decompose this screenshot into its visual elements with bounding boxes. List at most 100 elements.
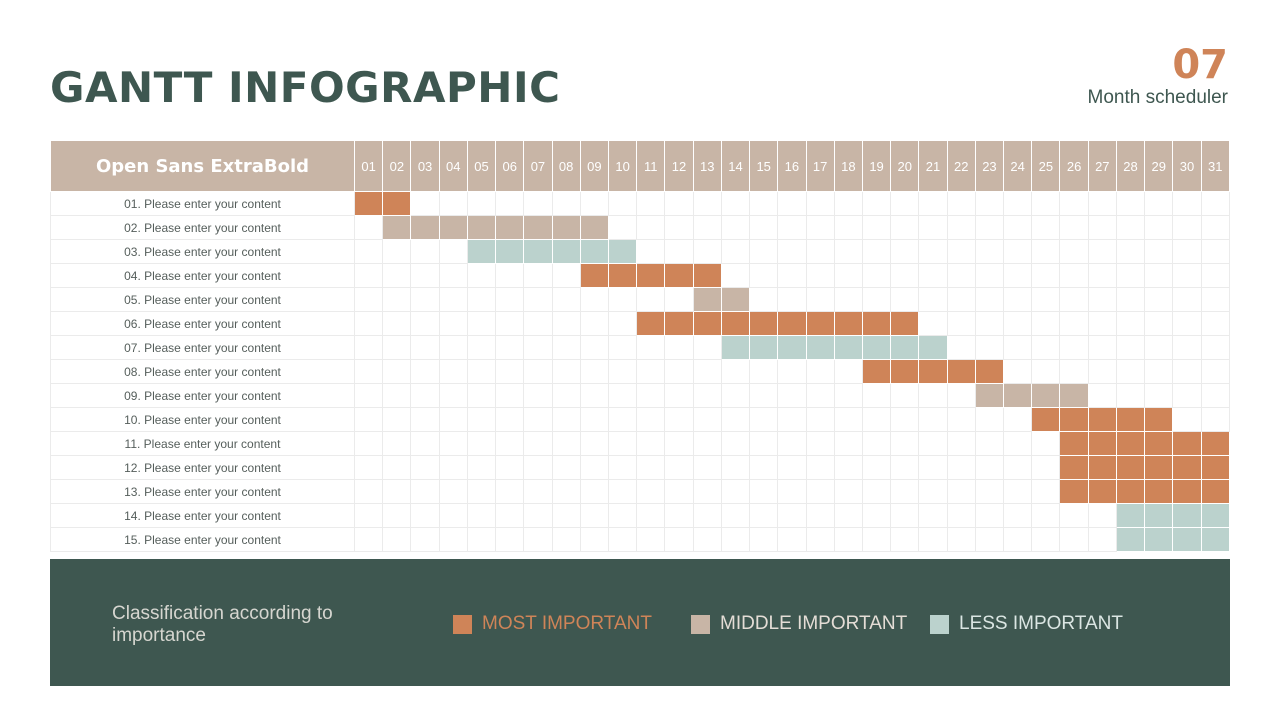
gantt-empty-cell <box>1087 263 1117 288</box>
gantt-bar-cell-most <box>777 311 807 336</box>
gantt-empty-cell <box>974 503 1005 528</box>
gantt-empty-cell <box>579 191 609 216</box>
gantt-empty-cell <box>918 407 948 432</box>
day-header: 28 <box>1115 140 1146 192</box>
gantt-empty-cell <box>749 479 779 504</box>
gantt-empty-cell <box>1087 287 1117 312</box>
gantt-empty-cell <box>382 359 412 384</box>
gantt-empty-cell <box>1115 359 1146 384</box>
gantt-empty-cell <box>382 479 412 504</box>
day-header: 29 <box>1144 140 1174 192</box>
gantt-empty-cell <box>607 407 638 432</box>
gantt-bar-cell-less <box>1144 503 1174 528</box>
gantt-empty-cell <box>1003 479 1033 504</box>
task-row: 08. Please enter your content <box>50 359 1230 384</box>
gantt-body: 01. Please enter your content 02. Please … <box>50 191 1230 552</box>
gantt-empty-cell <box>833 239 863 264</box>
day-header: 11 <box>636 140 666 192</box>
gantt-empty-cell <box>946 407 976 432</box>
gantt-empty-cell <box>1031 191 1061 216</box>
gantt-empty-cell <box>410 263 440 288</box>
gantt-empty-cell <box>664 215 694 240</box>
gantt-empty-cell <box>1059 215 1089 240</box>
gantt-empty-cell <box>861 263 892 288</box>
task-row: 10. Please enter your content <box>50 407 1230 432</box>
day-header: 31 <box>1200 140 1230 192</box>
task-label: 09. Please enter your content <box>50 383 355 408</box>
gantt-empty-cell <box>1003 215 1033 240</box>
gantt-empty-cell <box>1200 287 1230 312</box>
gantt-empty-cell <box>410 239 440 264</box>
gantt-bar-cell-most <box>1144 455 1174 480</box>
gantt-empty-cell <box>720 407 751 432</box>
gantt-empty-cell <box>438 407 468 432</box>
gantt-empty-cell <box>495 359 525 384</box>
gantt-bar-cell-most <box>1059 455 1089 480</box>
gantt-empty-cell <box>1003 239 1033 264</box>
gantt-bar-cell-most <box>1087 431 1117 456</box>
gantt-empty-cell <box>777 431 807 456</box>
gantt-empty-cell <box>438 479 468 504</box>
gantt-empty-cell <box>551 263 581 288</box>
gantt-bar-cell-most <box>974 359 1005 384</box>
gantt-empty-cell <box>495 263 525 288</box>
gantt-empty-cell <box>664 239 694 264</box>
gantt-bar-cell-most <box>805 311 835 336</box>
gantt-empty-cell <box>607 359 638 384</box>
gantt-empty-cell <box>579 359 609 384</box>
task-row: 12. Please enter your content <box>50 455 1230 480</box>
gantt-empty-cell <box>974 527 1005 552</box>
gantt-empty-cell <box>974 215 1005 240</box>
gantt-empty-cell <box>438 311 468 336</box>
gantt-empty-cell <box>833 407 863 432</box>
gantt-chart: Open Sans ExtraBold 01 02 03 04 05 06 07 08 09 10… <box>50 140 1230 560</box>
gantt-empty-cell <box>636 407 666 432</box>
gantt-bar-cell-middle <box>579 215 609 240</box>
gantt-empty-cell <box>466 407 497 432</box>
gantt-empty-cell <box>749 431 779 456</box>
gantt-empty-cell <box>523 503 553 528</box>
task-column-header: Open Sans ExtraBold <box>50 140 355 192</box>
gantt-empty-cell <box>607 455 638 480</box>
gantt-empty-cell <box>466 263 497 288</box>
gantt-empty-cell <box>382 335 412 360</box>
gantt-empty-cell <box>664 191 694 216</box>
gantt-empty-cell <box>890 503 920 528</box>
day-header: 10 <box>607 140 638 192</box>
gantt-empty-cell <box>974 431 1005 456</box>
gantt-empty-cell <box>1144 215 1174 240</box>
day-header: 14 <box>720 140 751 192</box>
day-header: 24 <box>1003 140 1033 192</box>
gantt-empty-cell <box>523 431 553 456</box>
gantt-bar-cell-less <box>466 239 497 264</box>
gantt-bar-cell-most <box>1087 479 1117 504</box>
day-header: 04 <box>438 140 468 192</box>
gantt-empty-cell <box>890 215 920 240</box>
gantt-empty-cell <box>551 503 581 528</box>
gantt-bar-cell-middle <box>720 287 751 312</box>
day-header: 25 <box>1031 140 1061 192</box>
gantt-empty-cell <box>466 191 497 216</box>
task-row: 07. Please enter your content <box>50 335 1230 360</box>
gantt-empty-cell <box>495 527 525 552</box>
gantt-empty-cell <box>1087 311 1117 336</box>
legend-label-middle: MIDDLE IMPORTANT <box>720 613 908 634</box>
gantt-bar-cell-less <box>720 335 751 360</box>
gantt-empty-cell <box>720 215 751 240</box>
gantt-empty-cell <box>523 455 553 480</box>
gantt-empty-cell <box>946 311 976 336</box>
gantt-empty-cell <box>466 287 497 312</box>
gantt-empty-cell <box>692 479 722 504</box>
gantt-empty-cell <box>1003 335 1033 360</box>
gantt-empty-cell <box>1115 215 1146 240</box>
gantt-empty-cell <box>1115 263 1146 288</box>
task-row: 05. Please enter your content <box>50 287 1230 312</box>
gantt-empty-cell <box>1003 311 1033 336</box>
gantt-empty-cell <box>466 359 497 384</box>
task-row: 06. Please enter your content <box>50 311 1230 336</box>
gantt-bar-cell-most <box>1059 407 1089 432</box>
gantt-empty-cell <box>523 311 553 336</box>
gantt-empty-cell <box>1144 335 1174 360</box>
gantt-empty-cell <box>805 455 835 480</box>
gantt-empty-cell <box>410 287 440 312</box>
